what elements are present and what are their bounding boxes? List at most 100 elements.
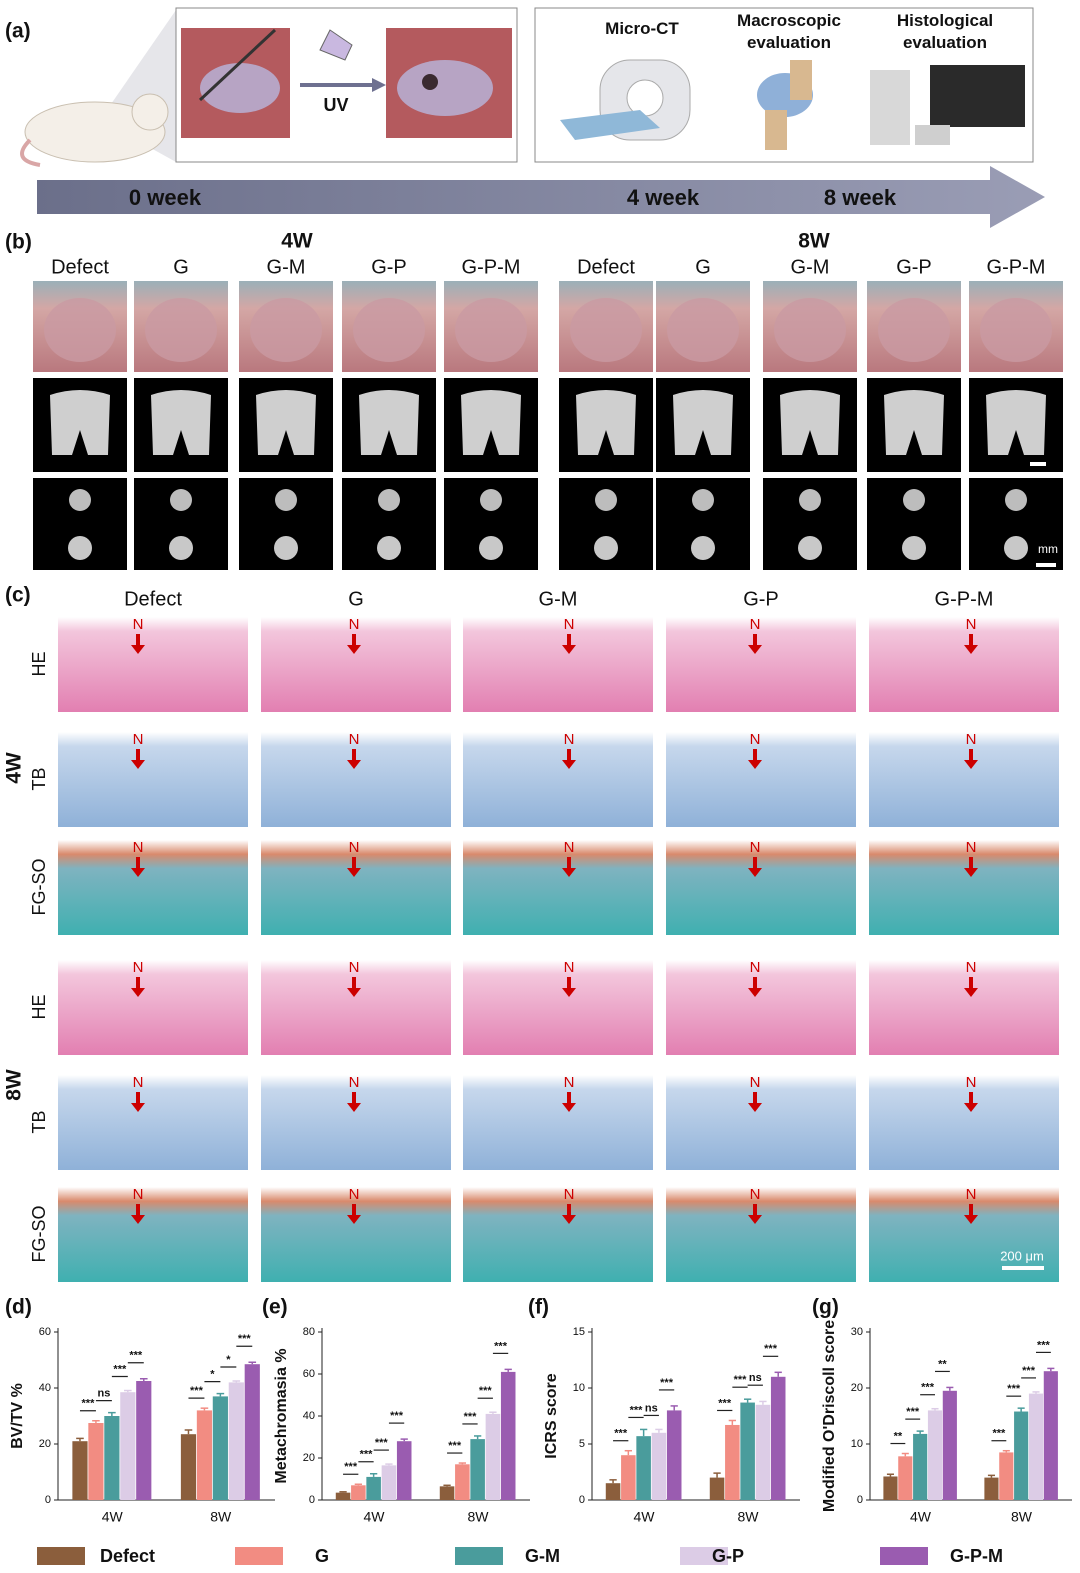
bar <box>1014 1411 1029 1500</box>
photo-detail <box>570 298 642 362</box>
bar <box>636 1436 651 1500</box>
disk <box>68 536 92 560</box>
sig-label: *** <box>190 1385 204 1397</box>
disk <box>1005 489 1027 511</box>
sig-label: *** <box>718 1397 732 1409</box>
sig-label: *** <box>464 1411 478 1423</box>
marker-label: N <box>133 839 144 856</box>
sig-label: * <box>210 1369 215 1381</box>
bar <box>244 1364 260 1500</box>
bar <box>621 1455 636 1500</box>
marker-arrow <box>136 749 140 761</box>
panel-label: (a) <box>5 20 31 43</box>
disk <box>1004 536 1028 560</box>
marker-arrow <box>567 1092 571 1104</box>
disk <box>275 489 297 511</box>
marker-arrow <box>748 645 762 654</box>
sig-label: ns <box>749 1372 762 1384</box>
bar <box>1028 1393 1044 1500</box>
marker-arrow <box>352 1204 356 1216</box>
sig-label: *** <box>129 1350 143 1362</box>
marker-label: N <box>564 616 575 633</box>
marker-arrow <box>964 1103 978 1112</box>
y-axis-label: ICRS score <box>543 1373 560 1458</box>
marker-arrow <box>567 749 571 761</box>
bar <box>351 1485 366 1500</box>
marker-label: N <box>750 1186 761 1203</box>
disk <box>691 536 715 560</box>
timepoint-label: 4W <box>281 230 313 253</box>
histology-image <box>463 617 653 712</box>
legend-label: G-M <box>525 1546 560 1566</box>
marker-arrow <box>753 749 757 761</box>
marker-label: N <box>133 731 144 748</box>
timeline-label: 4 week <box>627 185 700 210</box>
step-label: Macroscopic evaluation <box>737 11 841 52</box>
legend-swatch <box>680 1547 728 1565</box>
timepoint-label: 8W <box>798 230 830 253</box>
photo-detail <box>353 298 425 362</box>
marker-arrow <box>562 645 576 654</box>
histology-image <box>261 732 451 827</box>
marker-label: N <box>564 1074 575 1091</box>
disk <box>595 489 617 511</box>
photo-detail <box>250 298 322 362</box>
stain-label: HE <box>29 651 49 676</box>
histology-image <box>666 1187 856 1282</box>
histology-image <box>869 1075 1059 1170</box>
marker-arrow <box>969 977 973 989</box>
y-tick-label: 30 <box>851 1326 863 1338</box>
marker-arrow <box>136 977 140 989</box>
marker-arrow <box>964 868 978 877</box>
bar <box>228 1382 244 1500</box>
bar <box>439 1486 455 1500</box>
sig-label: ** <box>938 1358 947 1370</box>
sig-label: *** <box>1007 1383 1021 1395</box>
histology-image <box>463 1187 653 1282</box>
marker-arrow <box>567 1204 571 1216</box>
histology-image <box>666 840 856 935</box>
marker-label: N <box>564 959 575 976</box>
scale-label: mm <box>1038 542 1058 556</box>
y-tick-label: 60 <box>39 1326 51 1338</box>
disk <box>378 489 400 511</box>
marker-arrow <box>969 1204 973 1216</box>
marker-label: N <box>750 1074 761 1091</box>
disk <box>479 536 503 560</box>
stain-label: TB <box>29 767 49 790</box>
panel-label: (f) <box>528 1296 549 1319</box>
histology-image <box>261 1187 451 1282</box>
histology-image <box>869 960 1059 1055</box>
timepoint-label: 4W <box>3 752 26 784</box>
column-label: Defect <box>51 256 109 278</box>
marker-arrow <box>753 634 757 646</box>
bar <box>136 1381 152 1500</box>
sig-label: *** <box>921 1382 935 1394</box>
marker-arrow <box>964 645 978 654</box>
stain-label: FG-SO <box>29 1206 49 1263</box>
bar <box>651 1432 667 1500</box>
bar <box>88 1423 104 1500</box>
marker-label: N <box>966 1074 977 1091</box>
marker-arrow <box>347 988 361 997</box>
legend-label: G <box>315 1546 329 1566</box>
marker-arrow <box>131 988 145 997</box>
photo-detail <box>980 298 1052 362</box>
photo-detail <box>878 298 950 362</box>
marker-label: N <box>966 616 977 633</box>
y-tick-label: 20 <box>39 1438 51 1450</box>
bar <box>927 1410 943 1500</box>
marker-label: N <box>750 839 761 856</box>
bar <box>470 1439 485 1500</box>
marker-label: N <box>133 616 144 633</box>
marker-arrow <box>969 857 973 869</box>
marker-arrow <box>352 634 356 646</box>
stain-label: FG-SO <box>29 859 49 916</box>
histology-image <box>666 1075 856 1170</box>
column-label: G <box>173 256 189 278</box>
sig-label: *** <box>660 1377 674 1389</box>
marker-arrow <box>562 868 576 877</box>
step-label: Micro-CT <box>605 19 679 38</box>
sig-label: *** <box>360 1449 374 1461</box>
marker-arrow <box>969 749 973 761</box>
